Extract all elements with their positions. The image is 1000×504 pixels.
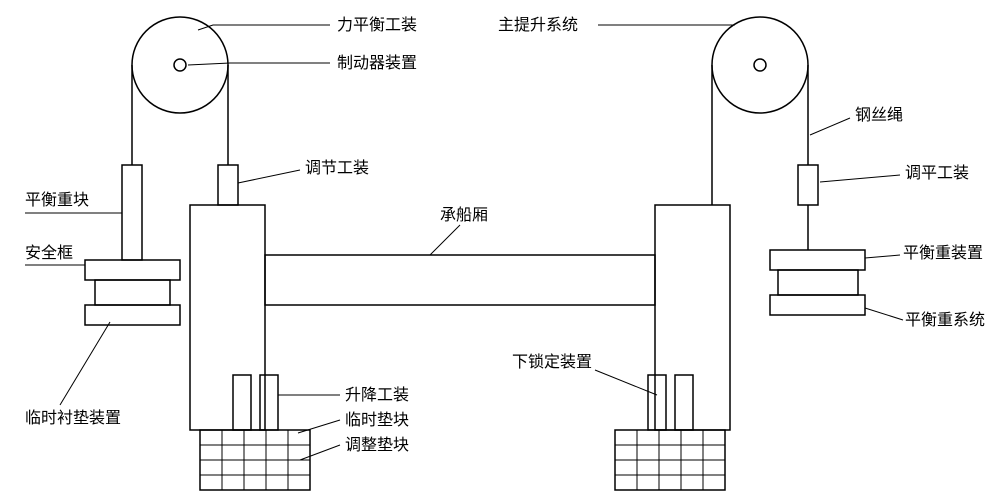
left-bottom-stack [200,375,310,490]
leader-line [298,420,340,433]
label-ship-chamber: 承船厢 [440,206,488,224]
left-adjust-post [218,165,238,205]
label-adjust-fixture: 调节工装 [305,159,369,177]
label-lift-fixture: 升降工装 [345,386,409,404]
leader-line [60,322,110,405]
right-leveling-post [798,165,818,205]
left-column [190,205,265,430]
leader-line [865,308,903,320]
leader-line [238,170,300,183]
label-temp-pad-device: 临时衬垫装置 [25,409,121,427]
label-brake-device: 制动器装置 [337,54,417,72]
label-leveling-fixture: 调平工装 [905,164,969,182]
leader-line [430,225,460,255]
leader-line [810,118,850,135]
label-balance-block: 平衡重块 [25,191,89,209]
label-balance-device: 平衡重装置 [903,244,983,262]
ship-chamber-beam [265,255,655,305]
leader-line [198,25,330,30]
ship-lift-diagram: 力平衡工装 制动器装置 主提升系统 钢丝绳 调节工装 调平工装 平衡重块 安全框… [0,0,1000,504]
leader-line [820,175,900,182]
label-wire-rope: 钢丝绳 [855,106,903,124]
right-pulley [712,17,808,113]
right-bottom-stack [615,375,725,490]
label-temp-pad: 临时垫块 [345,411,409,429]
leader-line [188,63,330,65]
right-counterweight-assembly [770,250,865,315]
leader-line [300,445,340,460]
label-balance-system: 平衡重系统 [905,311,985,329]
label-adjust-pad: 调整垫块 [345,436,409,454]
left-counterweight-assembly [85,165,180,325]
label-force-balance: 力平衡工装 [337,16,417,34]
label-safety-frame: 安全框 [25,244,73,262]
label-lower-lock: 下锁定装置 [512,353,592,371]
label-main-lift-system: 主提升系统 [498,16,578,34]
left-pulley [132,17,228,113]
leader-line [865,255,900,258]
